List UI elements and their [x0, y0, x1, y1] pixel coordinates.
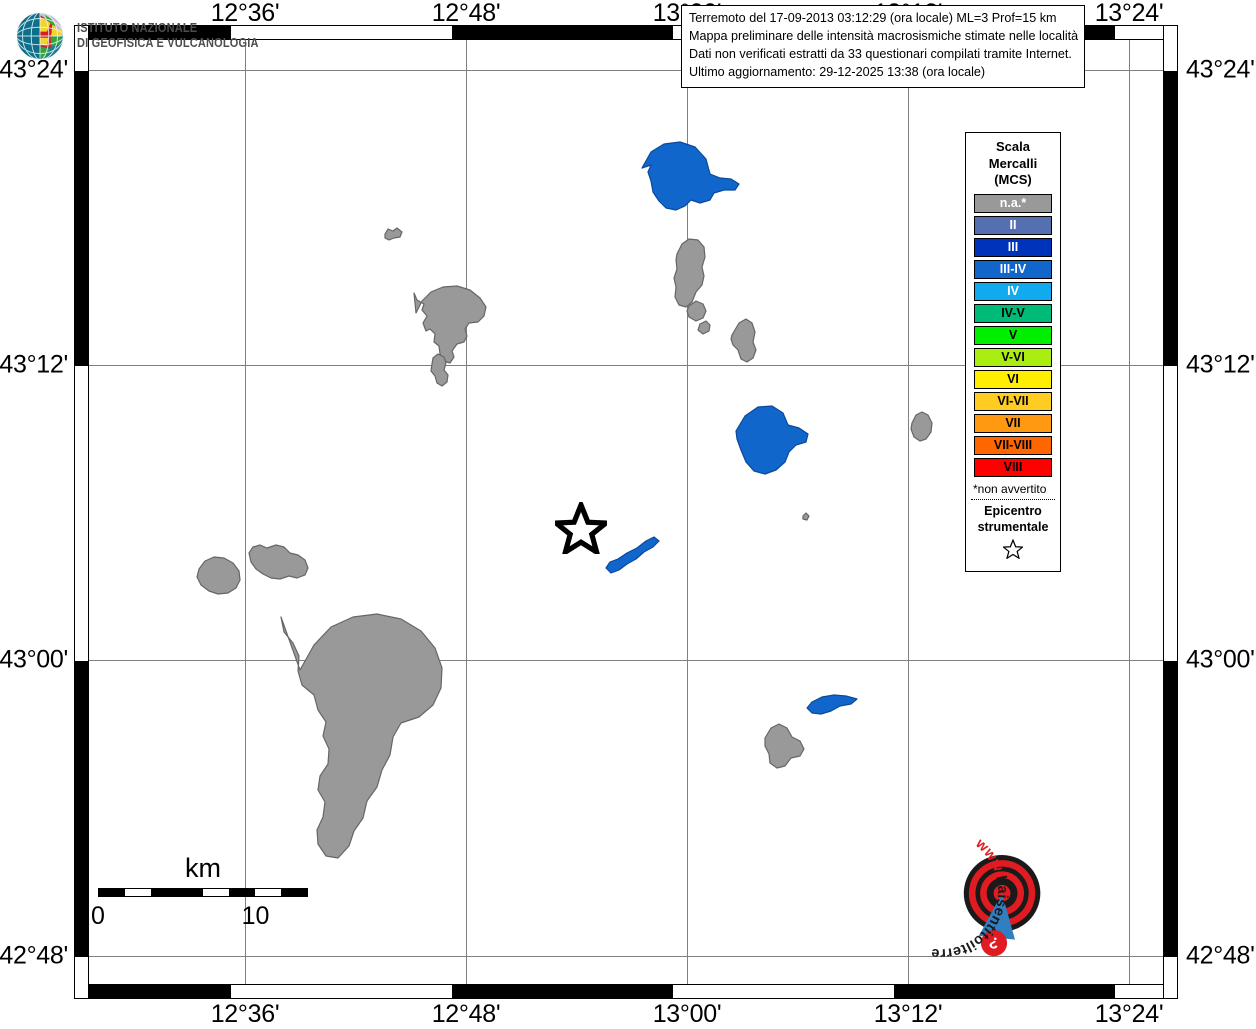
- ingv-logo: ISTITUTO NAZIONALE DI GEOFISICA E VULCAN…: [12, 8, 283, 64]
- gridline-lon-13-24: [1129, 40, 1130, 984]
- legend-title-line3: (MCS): [994, 172, 1032, 188]
- info-line-data: Dati non verificati estratti da 33 quest…: [689, 46, 1072, 61]
- watermark-text: www.haisentitoilterremoto.it: [930, 819, 1080, 977]
- municipality-polygon-iii-iv: [806, 694, 858, 715]
- scale-bar: km 0 10: [88, 855, 318, 932]
- municipality-polygon-na: [730, 318, 757, 363]
- legend-swatch-vii[interactable]: VII: [974, 413, 1052, 433]
- axis-tick-right-3: 42°48': [1186, 941, 1255, 970]
- legend-swatch-iii[interactable]: III: [974, 237, 1052, 257]
- axis-tick-right-2: 43°00': [1186, 645, 1255, 674]
- municipality-polygon-na: [430, 353, 449, 387]
- legend-swatch-iv-v[interactable]: IV-V: [974, 303, 1052, 323]
- legend-title: Scala Mercalli (MCS): [971, 139, 1055, 189]
- municipality-polygon-na: [697, 320, 711, 335]
- municipality-polygon-na: [196, 556, 241, 595]
- scale-bar-labels: 0 10: [91, 902, 308, 932]
- axis-tick-left-2: 43°00': [0, 645, 68, 674]
- axis-tick-top-4: 13°24': [1094, 0, 1164, 27]
- municipality-polygon-na: [764, 723, 805, 769]
- municipality-polygon-iii-iv: [735, 405, 809, 475]
- axis-tick-right-0: 43°24': [1186, 55, 1255, 84]
- legend-swatch-vii-viii[interactable]: VII-VIII: [974, 435, 1052, 455]
- legend-swatch-viii[interactable]: VIII: [974, 457, 1052, 477]
- legend-star-outline-icon: [971, 538, 1055, 564]
- legend-swatch-ii[interactable]: II: [974, 215, 1052, 235]
- legend-swatch-iii-iv[interactable]: III-IV: [974, 259, 1052, 279]
- legend-epicentre-line1: Epicentro: [984, 503, 1042, 518]
- municipality-na-group[interactable]: [196, 227, 933, 859]
- legend-title-line1: Scala: [996, 139, 1030, 154]
- mercalli-legend: Scala Mercalli (MCS) n.a.* II III III-IV IV I…: [965, 132, 1061, 573]
- municipality-polygon-iii-iv: [641, 141, 740, 211]
- axis-tick-left-0: 43°24': [0, 55, 68, 84]
- gridline-lat-43-24: [89, 70, 1163, 71]
- earthquake-info-box: Terremoto del 17-09-2013 03:12:29 (ora l…: [681, 5, 1086, 88]
- axis-tick-bottom-1: 12°48': [431, 1000, 501, 1028]
- scale-bar-min-label: 0: [91, 902, 105, 930]
- gridline-lon-13-12: [908, 40, 909, 984]
- legend-title-line2: Mercalli: [988, 155, 1038, 171]
- municipality-polygon-na: [910, 411, 933, 442]
- gridline-lat-43-00: [89, 660, 1163, 661]
- axis-tick-bottom-2: 13°00': [652, 1000, 722, 1028]
- legend-swatch-v-vi[interactable]: V-VI: [974, 347, 1052, 367]
- axis-tick-bottom-0: 12°36': [210, 1000, 280, 1028]
- municipality-polygon-na: [413, 285, 487, 364]
- legend-epicentre-title: Epicentro strumentale: [971, 504, 1055, 535]
- svg-text:?: ?: [988, 933, 1001, 952]
- signal-cone-icon: [978, 893, 1016, 940]
- gridline-lon-12-36: [245, 40, 246, 984]
- info-line-map: Mappa preliminare delle intensità macros…: [689, 28, 1079, 43]
- axis-tick-right-1: 43°12': [1186, 350, 1255, 379]
- gridline-lat-42-48: [89, 956, 1163, 957]
- municipality-polygon-na: [384, 227, 403, 241]
- info-line-event: Terremoto del 17-09-2013 03:12:29 (ora l…: [689, 11, 1057, 25]
- frame-band-right: [1163, 26, 1177, 998]
- hsit-watermark[interactable]: ? www.haisentitoilterremoto.it: [930, 815, 1092, 976]
- axis-tick-bottom-3: 13°12': [873, 1000, 943, 1028]
- legend-items[interactable]: n.a.* II III III-IV IV IV-V V V-VI VI VI-VII VII VI…: [971, 193, 1055, 477]
- ingv-wordmark: ISTITUTO NAZIONALE DI GEOFISICA E VULCAN…: [77, 21, 259, 51]
- scale-bar-unit: km: [185, 853, 221, 883]
- legend-footnote: *non avvertito: [973, 481, 1047, 496]
- ingv-wordmark-line2: DI GEOFISICA E VULCANOLOGIA: [77, 36, 259, 50]
- axis-tick-bottom-4: 13°24': [1094, 1000, 1164, 1028]
- info-line-updated: Ultimo aggiornamento: 29-12-2025 13:38 (…: [689, 64, 986, 79]
- gridline-lon-13-00: [687, 40, 688, 984]
- axis-tick-top-0: 12°36': [210, 0, 280, 27]
- legend-swatch-n-a-[interactable]: n.a.*: [974, 193, 1052, 213]
- epicentre-star-icon[interactable]: [548, 498, 614, 559]
- municipality-polygon-na: [686, 300, 707, 322]
- municipality-polygon-na: [673, 238, 706, 308]
- legend-divider: [971, 498, 1055, 500]
- scale-bar-max-label: 10: [241, 902, 270, 930]
- municipality-polygons-layer[interactable]: [89, 40, 1163, 984]
- legend-swatch-iv[interactable]: IV: [974, 281, 1052, 301]
- municipality-polygon-na: [280, 613, 443, 859]
- gridline-lon-12-48: [466, 40, 467, 984]
- axis-tick-left-3: 42°48': [0, 941, 68, 970]
- ingv-wordmark-line1: ISTITUTO NAZIONALE: [77, 21, 198, 36]
- question-badge-icon: [980, 930, 1008, 957]
- axis-tick-top-1: 12°48': [431, 0, 501, 27]
- legend-swatch-vi[interactable]: VI: [974, 369, 1052, 389]
- gridline-lat-43-12: [89, 365, 1163, 366]
- municipality-polygon-na: [248, 544, 309, 580]
- legend-swatch-v[interactable]: V: [974, 325, 1052, 345]
- municipality-polygon-iii-iv: [605, 536, 660, 574]
- municipality-iii-iv-group[interactable]: [605, 141, 858, 715]
- scale-bar-graphic: [98, 888, 308, 897]
- axis-tick-left-1: 43°12': [0, 350, 68, 379]
- frame-band-bottom: [75, 984, 1177, 998]
- municipality-polygon-na: [802, 512, 810, 521]
- ingv-globe-icon: [15, 11, 65, 61]
- legend-swatch-vi-vii[interactable]: VI-VII: [974, 391, 1052, 411]
- legend-epicentre-line2: strumentale: [977, 519, 1049, 534]
- frame-band-left: [75, 26, 89, 998]
